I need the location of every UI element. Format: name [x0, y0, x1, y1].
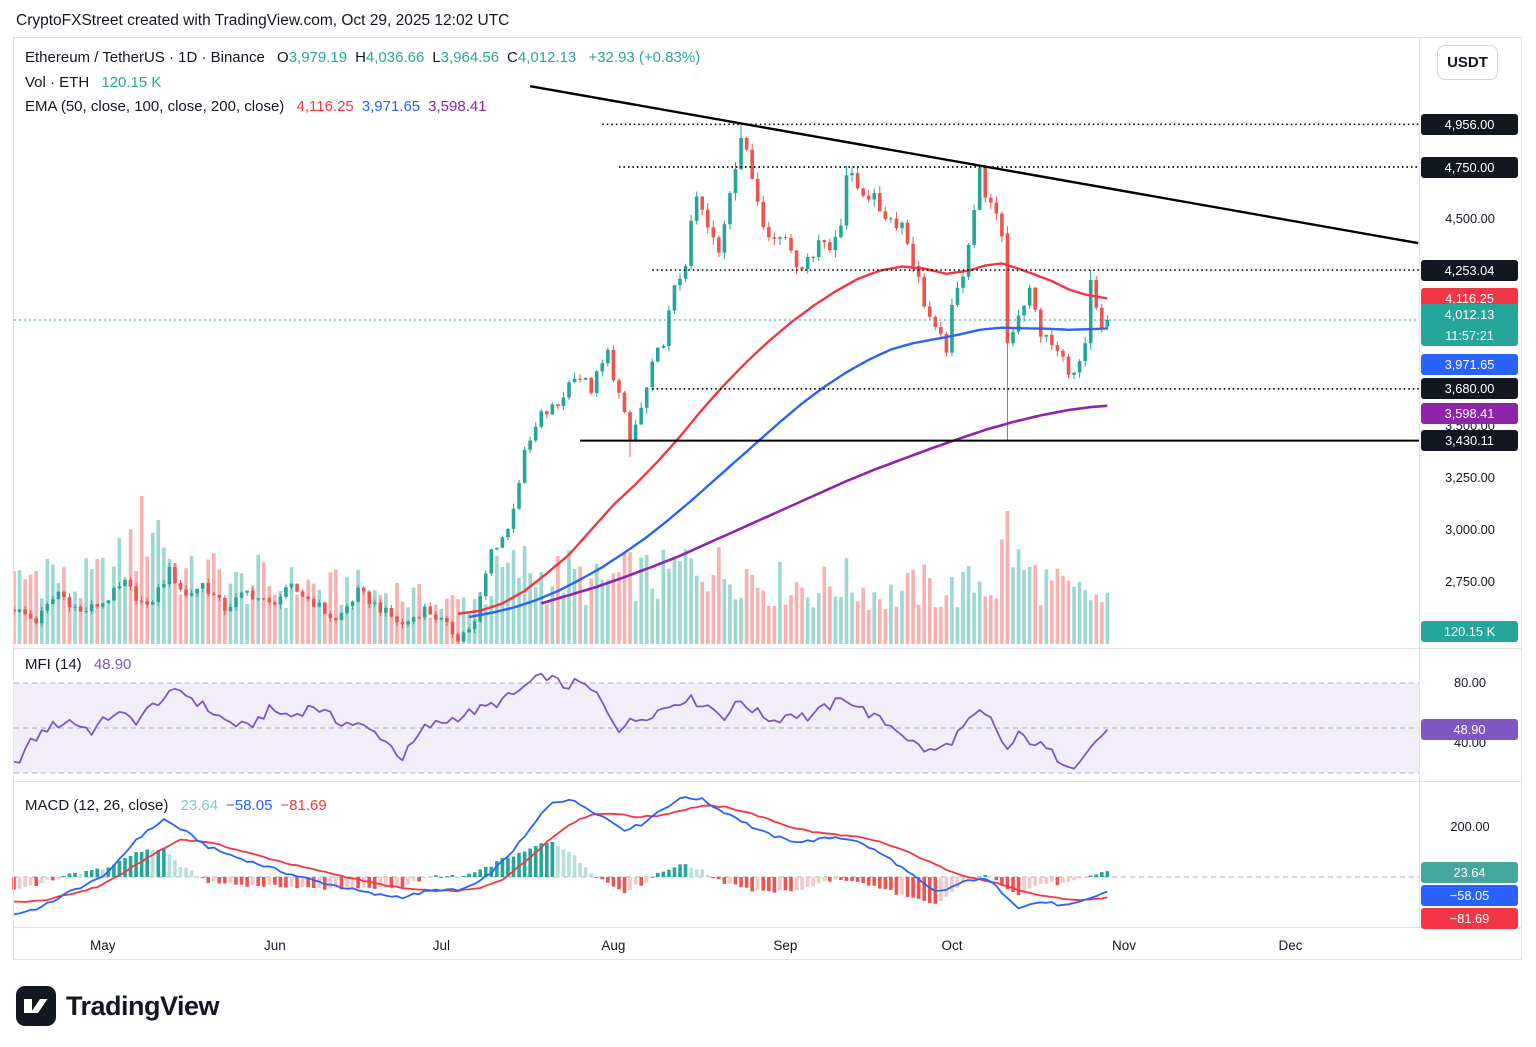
- month-label[interactable]: Nov: [1112, 938, 1136, 953]
- symbol-title: Ethereum / TetherUS · 1D · Binance: [25, 49, 265, 66]
- tradingview-logo[interactable]: TradingView: [16, 986, 220, 1026]
- volume-label: Vol · ETH: [25, 74, 90, 91]
- volume-value: 120.15 K: [101, 74, 162, 91]
- macd-panel: [12, 796, 1419, 916]
- descending-trendline: [529, 84, 1419, 245]
- panel-frame: May Jun Jul Aug Sep Oct Nov Dec: [13, 37, 1522, 960]
- macd-signal-line: [14, 804, 1108, 903]
- ohlc-values: O3,979.19 H4,036.66 L3,964.56 C4,012.13: [269, 49, 576, 66]
- macd-label: MACD (12, 26, close): [25, 797, 169, 814]
- ohlc-o-value: 3,979.19: [288, 49, 348, 66]
- ema-100-line: [468, 326, 1108, 619]
- macd-values: 23.64 −58.05 −81.69: [173, 797, 327, 814]
- candlestick-series: [14, 124, 1110, 644]
- main-panel: [14, 84, 1419, 644]
- ema-label: EMA (50, close, 100, close, 200, close): [25, 98, 285, 115]
- ema-value: 4,116.25: [296, 98, 354, 115]
- ohlc-o-label: O: [277, 49, 289, 66]
- currency-button[interactable]: USDT: [1437, 45, 1498, 80]
- volume-series: [14, 496, 1110, 644]
- mfi-panel: [13, 672, 1419, 774]
- volume-legend[interactable]: Vol · ETH 120.15 K: [25, 74, 161, 91]
- mfi-legend[interactable]: MFI (14) 48.90: [25, 656, 131, 673]
- macd-line: [13, 796, 1108, 916]
- month-label[interactable]: Sep: [773, 938, 797, 953]
- mfi-value: 48.90: [93, 656, 132, 673]
- chart-canvas[interactable]: May Jun Jul Aug Sep Oct Nov Dec: [0, 0, 1536, 968]
- change-value: +32.93 (+0.83%): [588, 49, 701, 66]
- ohlc-h-value: 4,036.66: [365, 49, 425, 66]
- macd-value: −58.05: [226, 797, 273, 814]
- macd-value: −81.69: [280, 797, 327, 814]
- ema-200-line: [540, 404, 1108, 605]
- mfi-line: [13, 672, 1109, 770]
- tradingview-logo-icon: [16, 986, 56, 1026]
- ohlc-h-label: H: [355, 49, 366, 66]
- ohlc-c-value: 4,012.13: [517, 49, 577, 66]
- ema-50-line: [457, 262, 1108, 615]
- macd-histogram: [12, 841, 1110, 904]
- ohlc-l-label: L: [432, 49, 441, 66]
- mfi-label: MFI (14): [25, 656, 82, 673]
- month-label[interactable]: Oct: [941, 938, 962, 953]
- month-label[interactable]: May: [90, 938, 116, 953]
- ema-values: 4,116.25 3,971.65 3,598.41: [288, 98, 486, 115]
- ohlc-l-value: 3,964.56: [440, 49, 500, 66]
- macd-legend[interactable]: MACD (12, 26, close) 23.64 −58.05 −81.69: [25, 797, 327, 814]
- month-label[interactable]: Dec: [1278, 938, 1302, 953]
- watermark-text: CryptoFXStreet created with TradingView.…: [16, 12, 510, 29]
- ema-legend[interactable]: EMA (50, close, 100, close, 200, close) …: [25, 98, 487, 115]
- ema-value: 3,598.41: [428, 98, 487, 115]
- symbol-legend[interactable]: Ethereum / TetherUS · 1D · Binance O3,97…: [25, 49, 700, 66]
- month-label[interactable]: Jul: [433, 938, 450, 953]
- macd-value: 23.64: [180, 797, 219, 814]
- month-label[interactable]: Aug: [601, 938, 625, 953]
- ema-value: 3,971.65: [361, 98, 421, 115]
- month-label[interactable]: Jun: [264, 938, 286, 953]
- ohlc-c-label: C: [507, 49, 518, 66]
- tradingview-wordmark: TradingView: [66, 990, 220, 1021]
